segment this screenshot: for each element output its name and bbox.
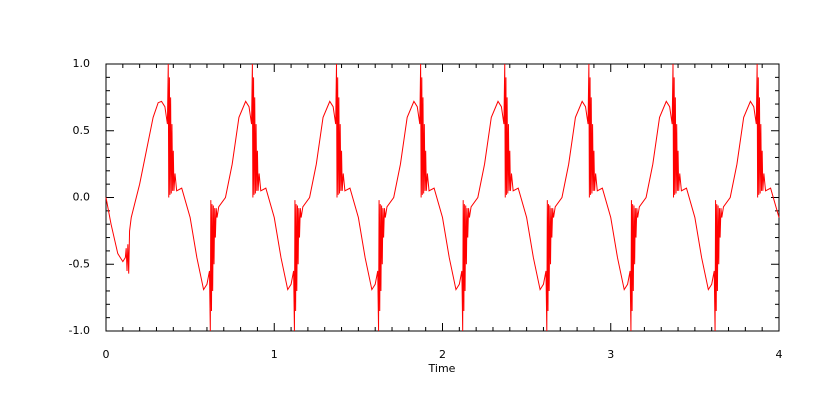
y-tick-label: -1.0 [69,324,90,337]
data-line [105,63,780,332]
x-tick-label: 3 [607,348,614,361]
x-tick-label: 0 [103,348,110,361]
y-tick-label: -0.5 [69,257,90,270]
y-tick-label: 1.0 [73,57,91,70]
y-tick-label: 0.5 [73,124,91,137]
y-tick-label: 0.0 [73,191,91,204]
plot-frame [105,63,780,332]
x-tick-label: 4 [776,348,783,361]
x-tick-label: 1 [271,348,278,361]
x-tick-label: 2 [439,348,446,361]
x-axis-label: Time [428,362,456,375]
